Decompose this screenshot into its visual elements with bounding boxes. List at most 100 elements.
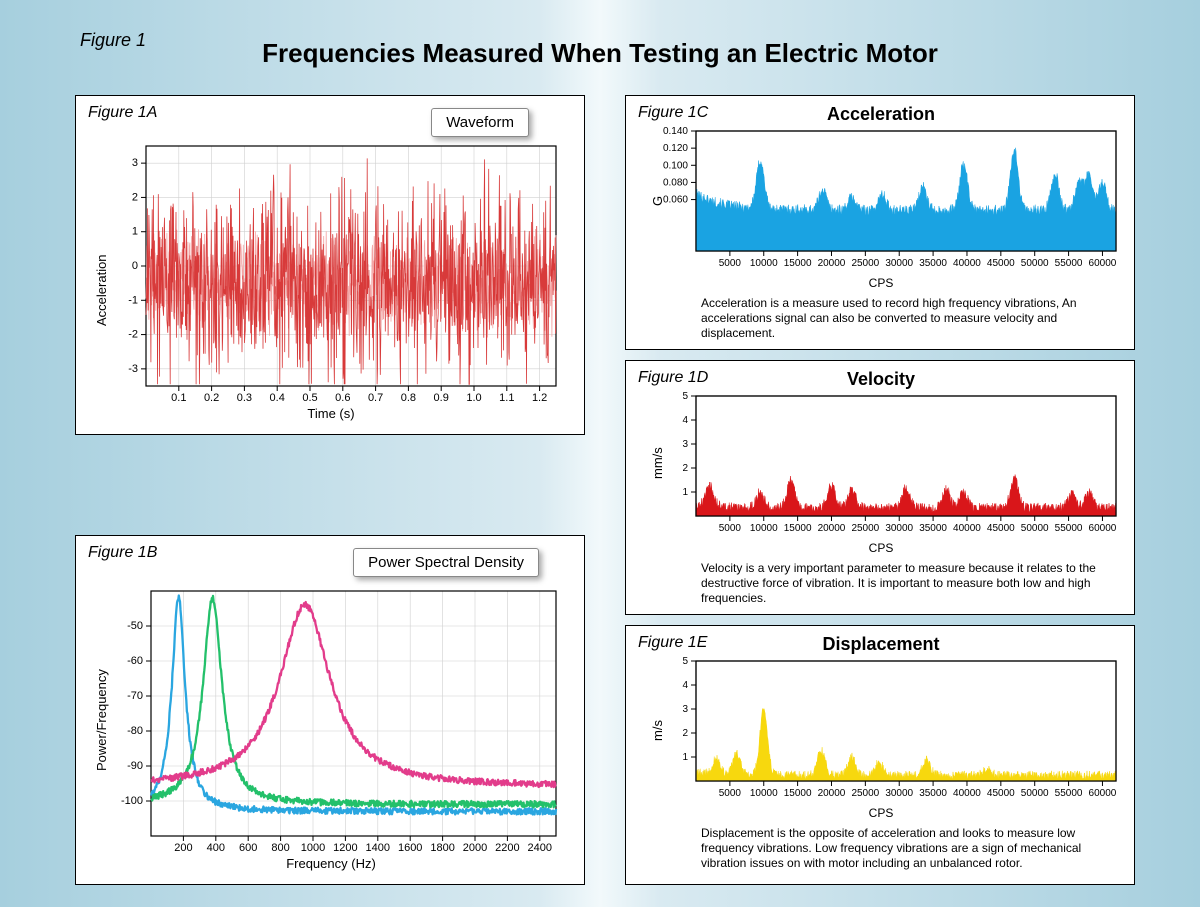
svg-text:0.2: 0.2 [204,392,219,404]
svg-text:15000: 15000 [784,788,812,799]
panel-1b-ylabel: Power/Frequency [94,669,109,771]
svg-text:2000: 2000 [463,842,487,854]
svg-text:55000: 55000 [1055,523,1083,534]
panel-1c: Figure 1C Acceleration G CPS 50001000015… [625,95,1135,350]
figure-page: Figure 1 Frequencies Measured When Testi… [0,0,1200,907]
main-title: Frequencies Measured When Testing an Ele… [0,38,1200,69]
svg-text:3: 3 [132,157,138,169]
panel-1c-xlabel: CPS [626,276,1136,290]
svg-text:0.9: 0.9 [434,392,449,404]
svg-text:0.080: 0.080 [663,177,688,188]
panel-1e: Figure 1E Displacement m/s CPS 500010000… [625,625,1135,885]
panel-1a-chart: 0.10.20.30.40.50.60.70.80.91.01.11.2-3-2… [76,96,586,436]
svg-text:15000: 15000 [784,523,812,534]
svg-text:1.0: 1.0 [466,392,481,404]
svg-text:0.7: 0.7 [368,392,383,404]
panel-1b-badge: Power Spectral Density [353,548,539,577]
svg-text:40000: 40000 [953,523,981,534]
svg-text:-70: -70 [127,690,143,702]
svg-text:50000: 50000 [1021,788,1049,799]
svg-text:0: 0 [132,260,138,272]
svg-text:1.2: 1.2 [532,392,547,404]
svg-text:35000: 35000 [919,258,947,269]
svg-text:30000: 30000 [885,258,913,269]
panel-1e-ylabel: m/s [650,720,665,741]
svg-text:1: 1 [682,752,688,763]
svg-text:2400: 2400 [528,842,552,854]
svg-text:5000: 5000 [719,258,742,269]
panel-1c-chart: 5000100001500020000250003000035000400004… [626,96,1136,296]
svg-text:50000: 50000 [1021,258,1049,269]
svg-text:1800: 1800 [430,842,454,854]
svg-text:1200: 1200 [333,842,357,854]
svg-text:2: 2 [682,728,688,739]
panel-1e-xlabel: CPS [626,806,1136,820]
svg-text:1000: 1000 [301,842,325,854]
panel-1a-label: Figure 1A [88,104,157,122]
svg-text:40000: 40000 [953,788,981,799]
svg-text:55000: 55000 [1055,258,1083,269]
panel-1b-chart: 2004006008001000120014001600180020002200… [76,536,586,886]
svg-text:0.6: 0.6 [335,392,350,404]
panel-1a-xlabel: Time (s) [76,406,586,421]
svg-text:3: 3 [682,439,688,450]
panel-1d-ylabel: mm/s [650,447,665,479]
svg-text:0.100: 0.100 [663,160,688,171]
panel-1e-caption: Displacement is the opposite of accelera… [701,826,1111,871]
svg-text:1400: 1400 [366,842,390,854]
svg-text:-100: -100 [121,795,143,807]
svg-text:-1: -1 [128,294,138,306]
panel-1b-label: Figure 1B [88,544,157,562]
panel-1b-xlabel: Frequency (Hz) [76,856,586,871]
svg-text:45000: 45000 [987,258,1015,269]
svg-text:20000: 20000 [818,788,846,799]
svg-text:60000: 60000 [1089,258,1117,269]
svg-text:-90: -90 [127,760,143,772]
panel-1a-badge: Waveform [431,108,529,137]
svg-text:400: 400 [207,842,225,854]
svg-text:55000: 55000 [1055,788,1083,799]
svg-text:25000: 25000 [851,523,879,534]
svg-text:2200: 2200 [495,842,519,854]
svg-text:0.120: 0.120 [663,143,688,154]
svg-text:30000: 30000 [885,523,913,534]
panel-1d-caption: Velocity is a very important parameter t… [701,561,1111,606]
svg-text:0.4: 0.4 [270,392,285,404]
panel-1d-title: Velocity [626,369,1136,390]
svg-text:1: 1 [682,487,688,498]
svg-text:35000: 35000 [919,788,947,799]
svg-text:5000: 5000 [719,788,742,799]
svg-text:5000: 5000 [719,523,742,534]
svg-text:2: 2 [132,191,138,203]
svg-text:25000: 25000 [851,258,879,269]
svg-text:40000: 40000 [953,258,981,269]
svg-text:0.8: 0.8 [401,392,416,404]
svg-text:-60: -60 [127,655,143,667]
svg-text:0.060: 0.060 [663,195,688,206]
svg-text:-3: -3 [128,363,138,375]
svg-text:4: 4 [682,680,688,691]
svg-text:20000: 20000 [818,523,846,534]
panel-1a-ylabel: Acceleration [94,254,109,326]
svg-text:20000: 20000 [818,258,846,269]
svg-text:5: 5 [682,391,688,402]
svg-text:10000: 10000 [750,788,778,799]
svg-text:-80: -80 [127,725,143,737]
svg-text:-50: -50 [127,620,143,632]
panel-1a: Figure 1A Waveform Acceleration Time (s)… [75,95,585,435]
svg-text:4: 4 [682,415,688,426]
panel-1e-title: Displacement [626,634,1136,655]
svg-text:35000: 35000 [919,523,947,534]
svg-text:45000: 45000 [987,788,1015,799]
svg-text:5: 5 [682,656,688,667]
panel-1c-ylabel: G [650,196,665,206]
svg-text:60000: 60000 [1089,788,1117,799]
panel-1d-xlabel: CPS [626,541,1136,555]
svg-text:50000: 50000 [1021,523,1049,534]
svg-text:800: 800 [271,842,289,854]
svg-text:0.140: 0.140 [663,126,688,137]
panel-1b: Figure 1B Power Spectral Density Power/F… [75,535,585,885]
panel-1d-chart: 5000100001500020000250003000035000400004… [626,361,1136,561]
svg-text:3: 3 [682,704,688,715]
svg-text:1.1: 1.1 [499,392,514,404]
